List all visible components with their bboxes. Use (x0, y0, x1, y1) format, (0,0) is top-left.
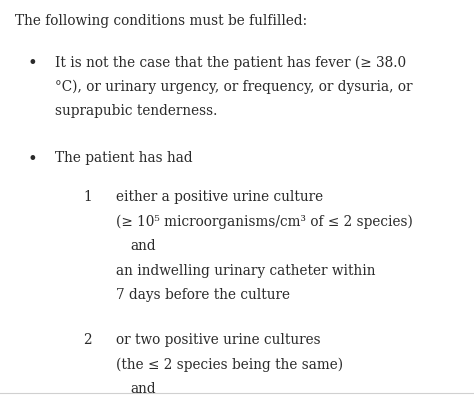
Text: The patient has had: The patient has had (55, 151, 192, 165)
Text: It is not the case that the patient has fever (≥ 38.0: It is not the case that the patient has … (55, 55, 406, 70)
Text: 7 days before the culture: 7 days before the culture (116, 288, 290, 302)
Text: •: • (27, 151, 37, 168)
Text: The following conditions must be fulfilled:: The following conditions must be fulfill… (15, 14, 307, 28)
Text: and: and (130, 382, 156, 395)
Text: or two positive urine cultures: or two positive urine cultures (116, 333, 321, 348)
Text: (the ≤ 2 species being the same): (the ≤ 2 species being the same) (116, 358, 343, 372)
Text: and: and (130, 239, 156, 253)
Text: an indwelling urinary catheter within: an indwelling urinary catheter within (116, 263, 375, 278)
Text: 1: 1 (83, 190, 91, 204)
Text: 2: 2 (83, 333, 91, 348)
Text: °C), or urinary urgency, or frequency, or dysuria, or: °C), or urinary urgency, or frequency, o… (55, 80, 412, 94)
Text: •: • (27, 55, 37, 72)
Text: (≥ 10⁵ microorganisms/cm³ of ≤ 2 species): (≥ 10⁵ microorganisms/cm³ of ≤ 2 species… (116, 214, 413, 229)
Text: either a positive urine culture: either a positive urine culture (116, 190, 323, 204)
Text: suprapubic tenderness.: suprapubic tenderness. (55, 104, 217, 118)
